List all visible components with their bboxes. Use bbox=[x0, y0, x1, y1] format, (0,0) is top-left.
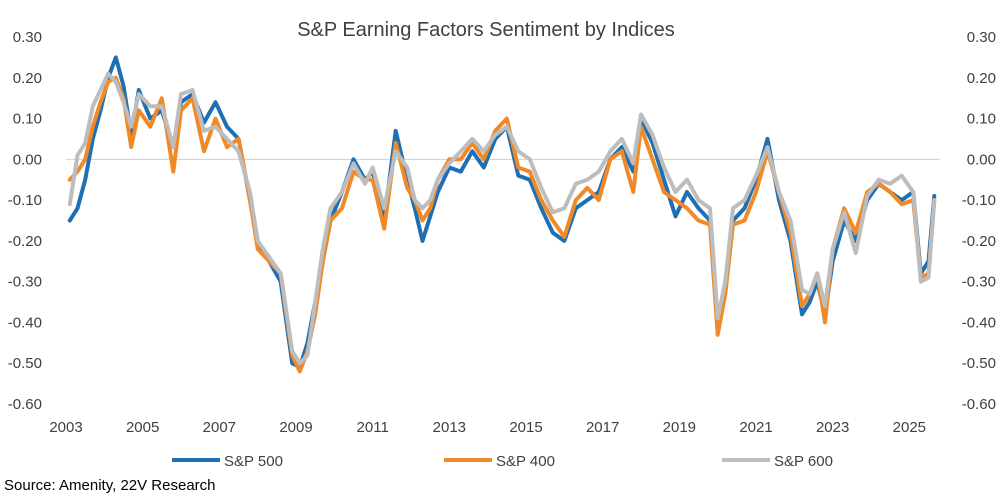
y-tick-label-left: 0.00 bbox=[13, 151, 42, 168]
source-note: Source: Amenity, 22V Research bbox=[4, 477, 216, 494]
y-tick-label-right: 0.00 bbox=[967, 151, 996, 168]
y-tick-label-left: -0.50 bbox=[8, 355, 42, 372]
y-tick-label-right: 0.20 bbox=[967, 70, 996, 87]
legend-label: S&P 600 bbox=[774, 453, 833, 470]
right-y-axis: 0.30 0.20 0.10 0.00 -0.10 -0.20 -0.30 -0.40 -0.5… bbox=[962, 29, 996, 413]
y-tick-label-left: 0.20 bbox=[13, 70, 42, 87]
x-tick-label: 2005 bbox=[126, 419, 159, 436]
legend-label: S&P 400 bbox=[496, 453, 555, 470]
x-tick-label: 2017 bbox=[586, 419, 619, 436]
x-tick-label: 2021 bbox=[739, 419, 772, 436]
y-tick-label-left: 0.30 bbox=[13, 29, 42, 46]
y-tick-label-left: -0.20 bbox=[8, 233, 42, 250]
y-tick-label-right: -0.20 bbox=[962, 233, 996, 250]
y-tick-label-right: -0.30 bbox=[962, 274, 996, 291]
x-tick-label: 2015 bbox=[509, 419, 542, 436]
y-tick-label-left: 0.10 bbox=[13, 111, 42, 128]
x-tick-label: 2007 bbox=[203, 419, 236, 436]
legend: S&P 500 S&P 400 S&P 600 bbox=[172, 453, 833, 470]
x-tick-label: 2011 bbox=[357, 419, 389, 436]
x-tick-label: 2009 bbox=[279, 419, 312, 436]
y-tick-label-left: -0.10 bbox=[8, 192, 42, 209]
y-tick-label-right: -0.40 bbox=[962, 314, 996, 331]
y-tick-label-left: -0.60 bbox=[8, 396, 42, 413]
x-tick-label: 2013 bbox=[433, 419, 466, 436]
y-tick-label-left: -0.40 bbox=[8, 314, 42, 331]
x-tick-label: 2003 bbox=[49, 419, 82, 436]
y-tick-label-right: -0.10 bbox=[962, 192, 996, 209]
x-tick-label: 2023 bbox=[816, 419, 849, 436]
y-tick-label-right: 0.30 bbox=[967, 29, 996, 46]
x-tick-label: 2019 bbox=[663, 419, 696, 436]
y-tick-label-right: -0.50 bbox=[962, 355, 996, 372]
chart-title: S&P Earning Factors Sentiment by Indices bbox=[297, 19, 675, 41]
series-line-s-p-600 bbox=[67, 71, 937, 366]
legend-label: S&P 500 bbox=[224, 453, 283, 470]
series-line-s-p-500 bbox=[67, 55, 937, 370]
y-tick-label-right: -0.60 bbox=[962, 396, 996, 413]
y-tick-label-left: -0.30 bbox=[8, 274, 42, 291]
x-tick-label: 2025 bbox=[893, 419, 926, 436]
series-line-s-p-400 bbox=[67, 75, 937, 374]
left-y-axis: 0.30 0.20 0.10 0.00 -0.10 -0.20 -0.30 -0.40 -0.5… bbox=[8, 29, 42, 413]
y-tick-label-right: 0.10 bbox=[967, 111, 996, 128]
x-axis: 2003 2005 2007 2009 2011 2013 2015 2017 2019 2021… bbox=[49, 419, 926, 436]
series-layer bbox=[67, 55, 937, 374]
